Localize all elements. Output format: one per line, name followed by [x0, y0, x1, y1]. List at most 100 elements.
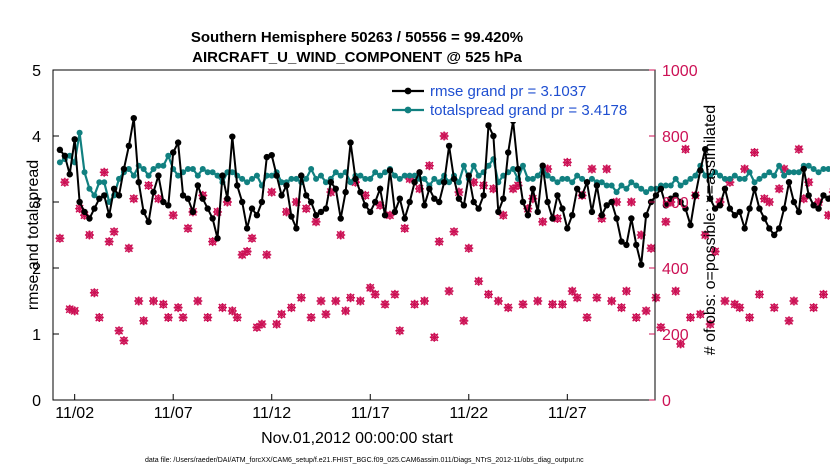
totalspread-point	[475, 172, 482, 179]
obs-assimilated-point	[823, 210, 830, 220]
rmse-point	[662, 202, 670, 209]
totalspread-point	[672, 175, 679, 182]
totalspread-point	[165, 152, 172, 159]
totalspread-point	[815, 169, 822, 176]
obs-assimilated-point	[464, 243, 474, 253]
rmse-point	[96, 195, 103, 202]
totalspread-point	[253, 172, 260, 179]
rmse-point	[440, 179, 448, 186]
rmse-point	[184, 195, 192, 202]
rmse-point	[500, 195, 507, 202]
rmse-point	[608, 198, 615, 206]
rmse-point	[825, 195, 830, 202]
obs-assimilated-point	[267, 187, 277, 197]
rmse-point	[86, 215, 93, 222]
obs-assimilated-point	[552, 214, 562, 223]
rmse-point	[61, 152, 69, 159]
rmse-point	[337, 215, 344, 222]
obs-assimilated-point	[346, 293, 356, 303]
obs-assimilated-point	[469, 177, 479, 187]
obs-assimilated-point	[794, 144, 804, 154]
rmse-point	[115, 192, 123, 199]
totalspread-point	[638, 185, 645, 192]
totalspread-point	[332, 169, 339, 176]
obs-assimilated-point	[700, 230, 710, 240]
rmse-point	[470, 198, 477, 206]
totalspread-point	[736, 175, 743, 182]
rmse-point	[445, 142, 453, 150]
obs-assimilated-point	[282, 207, 292, 217]
rmse-point	[598, 212, 605, 219]
rmse-point	[465, 172, 472, 179]
rmse-point	[381, 212, 389, 219]
legend-label: totalspread grand pr = 3.4178	[430, 102, 627, 119]
obs-assimilated-point	[139, 316, 149, 326]
rmse-point	[426, 185, 433, 192]
obs-assimilated-point	[104, 237, 114, 247]
obs-assimilated-point	[498, 210, 508, 220]
obs-assimilated-point	[84, 230, 94, 240]
rmse-point	[317, 208, 325, 216]
rmse-point	[436, 198, 443, 206]
rmse-point	[746, 205, 753, 212]
totalspread-point	[485, 162, 492, 169]
obs-assimilated-point	[410, 299, 420, 309]
obs-assimilated-point	[710, 247, 720, 256]
legend-label: rmse grand pr = 3.1037	[430, 83, 586, 100]
obs-assimilated-point	[720, 296, 730, 306]
rmse-point	[672, 192, 679, 199]
totalspread-point	[401, 172, 408, 179]
rmse-point	[490, 132, 497, 140]
obs-assimilated-point	[247, 233, 257, 243]
obs-assimilated-point	[395, 326, 405, 336]
obs-assimilated-point	[370, 289, 380, 299]
obs-assimilated-point	[336, 230, 346, 240]
totalspread-point	[194, 172, 201, 179]
y-axis-left-label: rmse and totalspread	[25, 160, 42, 310]
rmse-point	[633, 241, 640, 249]
rmse-point	[332, 185, 339, 192]
obs-assimilated-point	[331, 296, 341, 306]
obs-assimilated-point	[474, 276, 484, 286]
rmse-point	[697, 167, 704, 174]
totalspread-point	[91, 192, 98, 199]
rmse-point	[623, 241, 630, 249]
totalspread-point	[569, 179, 576, 186]
totalspread-point	[116, 175, 123, 182]
rmse-point	[66, 171, 73, 178]
obs-assimilated-point	[735, 303, 745, 313]
obs-assimilated-point	[341, 306, 351, 316]
totalspread-point	[347, 179, 354, 186]
obs-assimilated-point	[193, 296, 203, 306]
totalspread-point	[776, 162, 783, 169]
totalspread-point	[544, 172, 551, 179]
rmse-point	[593, 182, 601, 189]
totalspread-point	[470, 162, 477, 169]
obs-assimilated-point	[380, 299, 390, 309]
rmse-point	[785, 179, 793, 186]
obs-assimilated-point	[740, 164, 750, 174]
rmse-point	[322, 205, 330, 212]
totalspread-point	[603, 182, 610, 189]
obs-assimilated-point	[685, 313, 695, 322]
totalspread-point	[613, 189, 620, 196]
y-left-tick-label: 2	[32, 261, 41, 278]
obs-assimilated-point	[222, 197, 232, 207]
obs-assimilated-point	[311, 217, 321, 227]
obs-assimilated-point	[277, 309, 287, 319]
rmse-point	[687, 221, 694, 229]
obs-assimilated-point	[750, 148, 760, 157]
obs-assimilated-point	[567, 286, 577, 296]
obs-assimilated-point	[134, 296, 144, 306]
totalspread-point	[189, 166, 196, 172]
obs-assimilated-point	[306, 313, 316, 322]
rmse-point	[677, 198, 684, 206]
obs-assimilated-point	[631, 313, 641, 322]
obs-assimilated-point	[656, 322, 666, 332]
obs-assimilated-point	[415, 184, 425, 194]
rmse-point	[189, 208, 197, 216]
rmse-point	[800, 165, 807, 173]
rmse-point	[588, 208, 596, 216]
rmse-point	[120, 165, 128, 173]
totalspread-point	[756, 175, 763, 182]
